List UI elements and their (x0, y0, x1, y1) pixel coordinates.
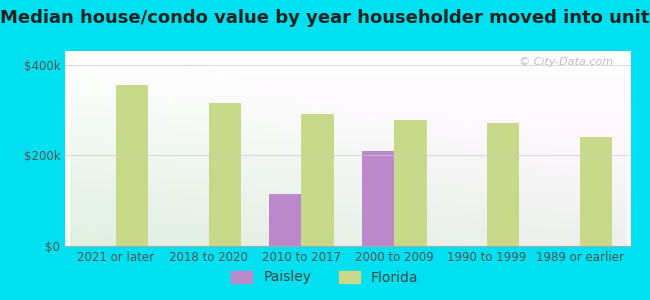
Text: © City-Data.com: © City-Data.com (519, 57, 614, 67)
Bar (269, 194, 302, 246)
Bar (116, 85, 148, 246)
Bar (394, 120, 426, 246)
Bar (580, 137, 612, 246)
Legend: Paisley, Florida: Paisley, Florida (226, 265, 424, 290)
Bar (302, 115, 334, 246)
Bar (209, 103, 241, 246)
Bar (487, 123, 519, 246)
Text: Median house/condo value by year householder moved into unit: Median house/condo value by year househo… (0, 9, 650, 27)
Bar (361, 151, 394, 246)
